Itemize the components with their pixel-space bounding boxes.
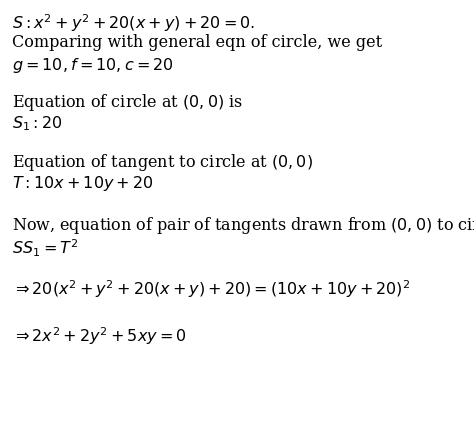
Text: Equation of circle at $(0, 0)$ is: Equation of circle at $(0, 0)$ is: [12, 92, 243, 113]
Text: $S_1 : 20$: $S_1 : 20$: [12, 114, 63, 132]
Text: Comparing with general eqn of circle, we get: Comparing with general eqn of circle, we…: [12, 34, 382, 51]
Text: $SS_1 = T^2$: $SS_1 = T^2$: [12, 237, 78, 259]
Text: $T : 10x + 10y + 20$: $T : 10x + 10y + 20$: [12, 174, 154, 193]
Text: $\Rightarrow 2x^2 + 2y^2 + 5xy = 0$: $\Rightarrow 2x^2 + 2y^2 + 5xy = 0$: [12, 324, 186, 346]
Text: Equation of tangent to circle at $(0, 0)$: Equation of tangent to circle at $(0, 0)…: [12, 151, 313, 173]
Text: $S : x^2 + y^2 + 20(x + y) + 20 = 0.$: $S : x^2 + y^2 + 20(x + y) + 20 = 0.$: [12, 12, 255, 33]
Text: Now, equation of pair of tangents drawn from $(0, 0)$ to circle is: Now, equation of pair of tangents drawn …: [12, 214, 474, 236]
Text: $\Rightarrow 20(x^2 + y^2 + 20(x + y) + 20) = (10x + 10y + 20)^2$: $\Rightarrow 20(x^2 + y^2 + 20(x + y) + …: [12, 277, 410, 299]
Text: $g = 10, f = 10, c = 20$: $g = 10, f = 10, c = 20$: [12, 56, 173, 75]
